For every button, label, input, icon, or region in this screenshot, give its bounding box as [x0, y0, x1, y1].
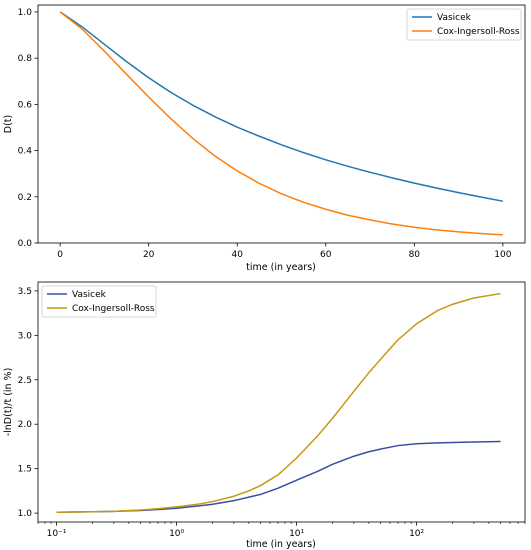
yield-y-tick-label: 3.0 — [18, 331, 33, 341]
yield-legend-label-cir: Cox-Ingersoll-Ross — [72, 304, 155, 314]
yield-series-line-vasicek — [56, 440, 501, 513]
dt-y-ticks: 0.0 0.2 0.4 0.6 0.8 1.0 — [18, 8, 38, 249]
yield-series-lines — [56, 292, 501, 513]
dt-x-axis-label: time (in years) — [246, 262, 316, 273]
dt-y-tick-label: 0.8 — [18, 54, 33, 64]
dt-y-tick-label: 0.6 — [18, 100, 33, 110]
dt-chart: 0 20 40 60 80 100 0.0 0.2 0.4 0.6 0.8 1.0 time (in… — [3, 4, 526, 273]
dt-legend-box — [406, 8, 522, 41]
yield-x-tick-label: 10⁰ — [169, 529, 184, 539]
dt-y-axis-label: D(t) — [3, 115, 14, 133]
yield-plot-frame — [37, 281, 526, 523]
yield-series-line-cir — [56, 292, 501, 513]
yield-y-axis-label: -lnD(t)/t (in %) — [3, 368, 14, 437]
dt-series-line-cir — [59, 11, 503, 236]
dt-y-tick-label: 0.0 — [18, 239, 33, 249]
dt-legend: Vasicek Cox-Ingersoll-Ross — [406, 8, 522, 41]
dt-x-tick-label: 20 — [143, 250, 155, 260]
yield-y-tick-label: 3.5 — [18, 287, 32, 297]
yield-legend-label-vasicek: Vasicek — [72, 290, 107, 300]
dt-y-tick-label: 0.2 — [18, 193, 32, 203]
yield-y-tick-label: 2.5 — [18, 376, 32, 386]
yield-y-tick-label: 2.0 — [18, 420, 33, 430]
dt-y-tick-label: 0.4 — [18, 147, 33, 157]
dt-x-tick-label: 60 — [320, 250, 332, 260]
dt-legend-label-cir: Cox-Ingersoll-Ross — [437, 27, 520, 37]
yield-x-tick-label: 10⁻¹ — [47, 529, 67, 539]
dt-x-tick-label: 80 — [409, 250, 421, 260]
yield-x-ticks: 10⁻¹ 10⁰ 10¹ 10² — [37, 522, 526, 539]
dt-series-line-vasicek — [59, 11, 503, 202]
dt-x-tick-label: 0 — [57, 250, 63, 260]
dt-legend-label-vasicek: Vasicek — [437, 13, 472, 23]
yield-chart: 10⁻¹ 10⁰ 10¹ 10² 1.0 1.5 2.0 2.5 3.0 3.5 time (i… — [3, 281, 526, 550]
yield-legend: Vasicek Cox-Ingersoll-Ross — [41, 285, 157, 318]
yield-x-tick-label: 10¹ — [289, 529, 304, 539]
dt-x-ticks: 0 20 40 60 80 100 — [57, 243, 512, 260]
dt-plot-frame — [37, 4, 526, 244]
yield-y-tick-label: 1.0 — [18, 509, 33, 519]
yield-x-tick-label: 10² — [409, 529, 424, 539]
yield-y-tick-label: 1.5 — [18, 465, 32, 475]
dt-series-lines — [59, 11, 503, 236]
dt-x-tick-label: 40 — [232, 250, 244, 260]
yield-x-axis-label: time (in years) — [246, 539, 316, 550]
dt-x-tick-label: 100 — [494, 250, 511, 260]
dt-y-tick-label: 1.0 — [18, 8, 33, 18]
yield-legend-box — [41, 285, 157, 318]
yield-y-ticks: 1.0 1.5 2.0 2.5 3.0 3.5 — [18, 287, 38, 519]
